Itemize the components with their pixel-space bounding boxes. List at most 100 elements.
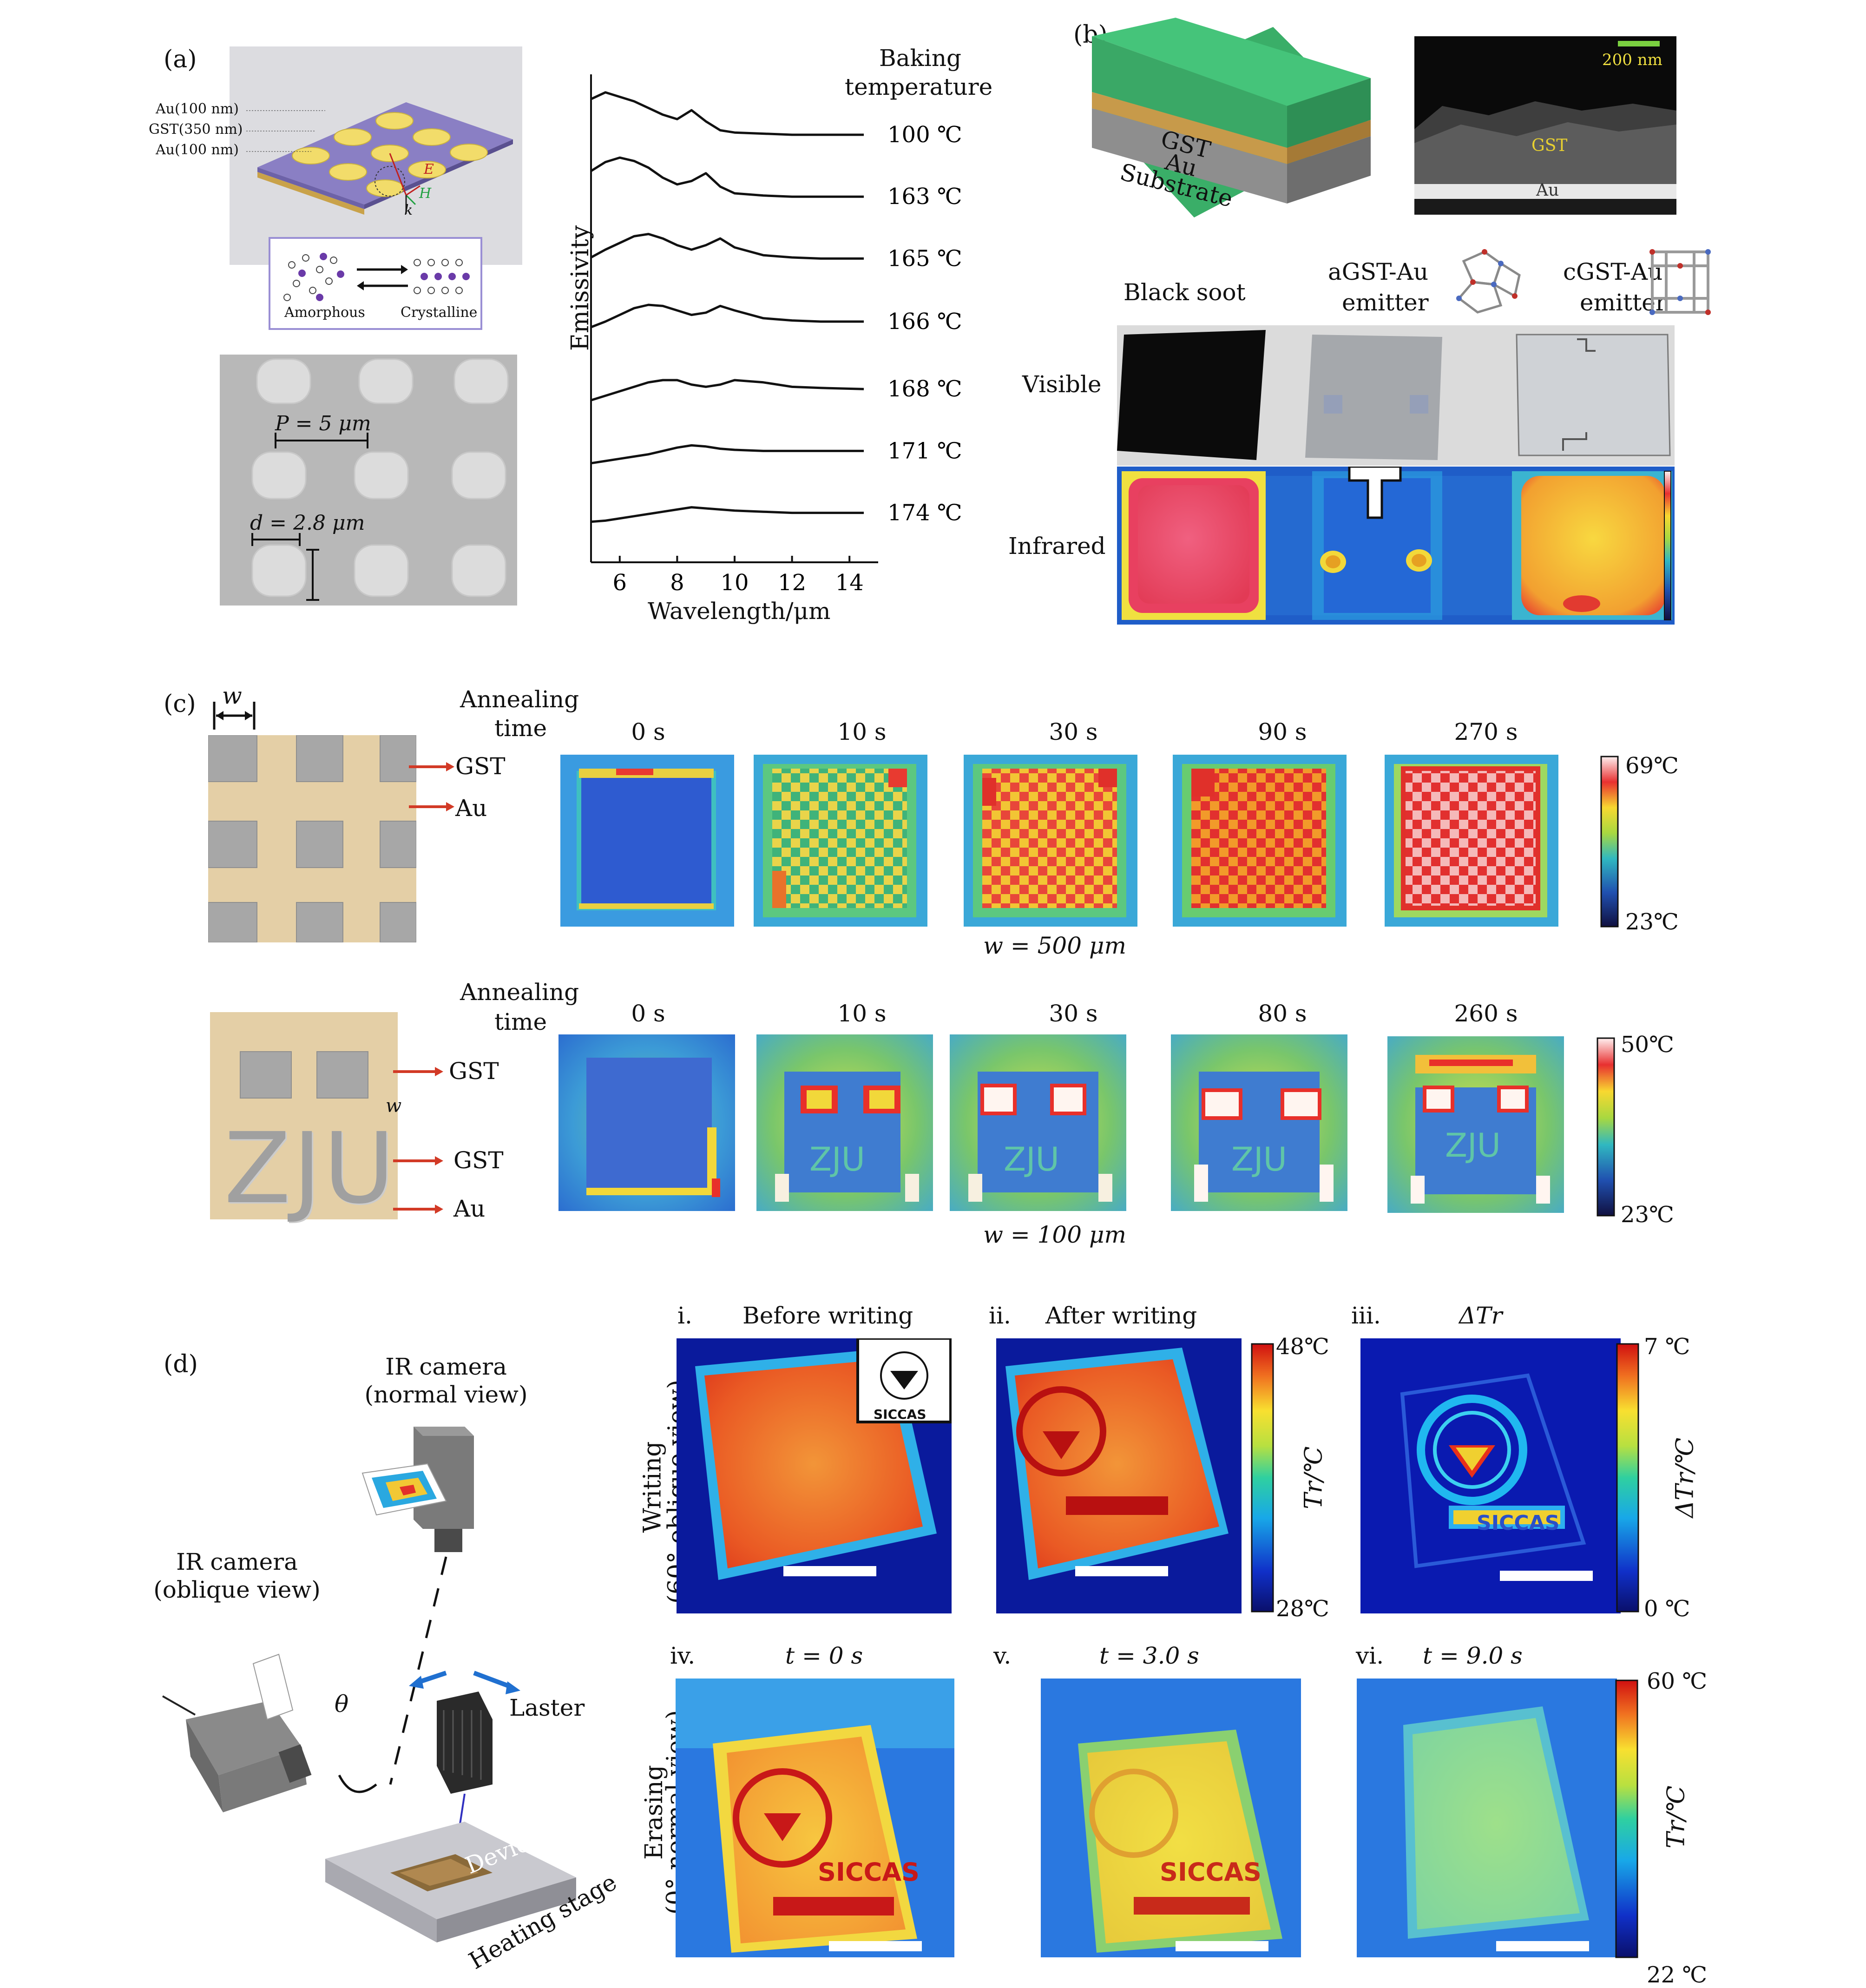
thermal-r1-90s bbox=[1173, 755, 1347, 927]
visible-photo bbox=[1117, 325, 1675, 466]
colorbar-row2 bbox=[1597, 1037, 1615, 1217]
zju-thermal-text-30s: ZJU bbox=[1004, 1140, 1059, 1178]
time-label-r2-1: 10 s bbox=[837, 1000, 887, 1027]
grid-pattern-schematic bbox=[208, 735, 416, 942]
cam-normal-line2: (normal view) bbox=[364, 1381, 528, 1408]
experimental-setup-render bbox=[162, 1427, 576, 1942]
emissivity-curve bbox=[591, 303, 864, 329]
title-iv-text: t = 0 s bbox=[785, 1642, 863, 1669]
curve-label: 163 ℃ bbox=[887, 184, 962, 210]
colorbar-d2 bbox=[1616, 1343, 1639, 1613]
zju-thermal-text-10s: ZJU bbox=[809, 1140, 865, 1178]
thermal-r2-30s bbox=[950, 1034, 1126, 1211]
metasurface-structure-render bbox=[230, 46, 522, 265]
col-label-cgst: cGST-Au bbox=[1563, 258, 1663, 285]
colorbar-d3-max: 60 ℃ bbox=[1647, 1668, 1708, 1694]
annealing-label-row1-line2: time bbox=[494, 715, 547, 742]
colorbar-d3-label: Tr/℃ bbox=[1662, 1785, 1690, 1849]
curve-label: 166 ℃ bbox=[887, 309, 962, 335]
material-label-au-row1: Au bbox=[455, 795, 487, 822]
time-label-r1-0: 0 s bbox=[631, 718, 665, 745]
emissivity-curve bbox=[590, 233, 864, 260]
zju-logo-text: ZJU bbox=[224, 1112, 397, 1225]
title-ii-text: After writing bbox=[1045, 1302, 1197, 1329]
caption-row2: w = 100 μm bbox=[983, 1221, 1126, 1248]
colorbar-row1-max: 69℃ bbox=[1625, 753, 1679, 779]
layer-label-leaders bbox=[246, 110, 325, 152]
title-v-text: t = 3.0 s bbox=[1099, 1642, 1199, 1669]
cam-oblique-line1: IR camera bbox=[176, 1548, 298, 1575]
thermal-r1-10s bbox=[754, 755, 927, 927]
ir-erase-t0 bbox=[676, 1679, 954, 1957]
colorbar-row2-min: 23℃ bbox=[1621, 1202, 1674, 1228]
annealing-label-row2-line2: time bbox=[494, 1008, 547, 1035]
time-label-r2-3: 80 s bbox=[1258, 1000, 1307, 1027]
time-label-r1-4: 270 s bbox=[1454, 718, 1518, 745]
layer-label-top-au: Au(100 nm) bbox=[156, 101, 239, 117]
theta-label: θ bbox=[335, 1691, 349, 1718]
emissivity-curve bbox=[591, 444, 864, 465]
sem-au-label: Au bbox=[1536, 181, 1559, 200]
colorbar-row1-min: 23℃ bbox=[1625, 909, 1679, 935]
colorbar-row1 bbox=[1600, 756, 1619, 928]
ir-erase-t3 bbox=[1041, 1679, 1301, 1957]
zju-thermal-text-260s: ZJU bbox=[1445, 1126, 1501, 1165]
panel-d-letter: (d) bbox=[164, 1350, 198, 1378]
zju-pattern-schematic bbox=[210, 1012, 398, 1219]
cam-normal-line1: IR camera bbox=[385, 1353, 507, 1380]
thermal-r1-30s bbox=[964, 755, 1137, 927]
title-vi-num: vi. bbox=[1356, 1642, 1384, 1669]
field-label-k: k bbox=[404, 202, 413, 218]
amorphous-label: Amorphous bbox=[284, 304, 365, 321]
x-tick-label: 6 bbox=[613, 570, 627, 596]
emissivity-curve bbox=[591, 379, 864, 402]
x-tick-label: 12 bbox=[778, 570, 806, 596]
colorbar-d1-max: 48℃ bbox=[1276, 1334, 1329, 1360]
layer-label-bottom-au: Au(100 nm) bbox=[156, 142, 239, 158]
title-i-num: i. bbox=[677, 1302, 692, 1329]
chart-xlabel: Wavelength/μm bbox=[648, 598, 831, 625]
time-label-r2-4: 260 s bbox=[1454, 1000, 1518, 1027]
row-label-writing: Writing bbox=[638, 1441, 667, 1533]
ir-delta-tr bbox=[1360, 1338, 1621, 1613]
col-label-black-soot: Black soot bbox=[1124, 279, 1246, 306]
colorbar-d2-min: 0 ℃ bbox=[1644, 1596, 1690, 1622]
material-label-au-row2: Au bbox=[453, 1195, 486, 1222]
thermal-r1-0s bbox=[560, 755, 734, 927]
chart-ylabel: Emissivity bbox=[566, 225, 595, 351]
layer-label-gst: GST(350 nm) bbox=[149, 121, 243, 138]
x-tick-label: 8 bbox=[670, 570, 684, 596]
material-label-gst-row1: GST bbox=[455, 753, 506, 780]
width-symbol-top: w bbox=[222, 682, 242, 709]
col-label-agst: aGST-Au bbox=[1328, 258, 1429, 285]
colorbar-d3 bbox=[1615, 1679, 1638, 1958]
title-iii-text: ΔTr bbox=[1459, 1302, 1503, 1329]
width-symbol-row2: w bbox=[386, 1095, 402, 1117]
title-iii-num: iii. bbox=[1351, 1302, 1381, 1329]
emissivity-chart: 6 8 10 12 14 100 ℃ 163 ℃ 165 ℃ 166 ℃ 168 ℃ 171 ℃ 17… bbox=[590, 74, 962, 596]
emissivity-curve bbox=[591, 506, 864, 523]
emissivity-curve bbox=[590, 156, 864, 198]
time-label-r1-3: 90 s bbox=[1258, 718, 1307, 745]
zju-thermal-text-80s: ZJU bbox=[1231, 1140, 1287, 1178]
x-tick-label: 14 bbox=[835, 570, 864, 596]
colorbar-row2-max: 50℃ bbox=[1621, 1032, 1674, 1058]
phase-change-inset bbox=[269, 237, 482, 330]
layer-stack-render bbox=[1092, 18, 1371, 217]
thermal-r2-80s bbox=[1171, 1034, 1347, 1211]
inset-logo-text: SICCAS bbox=[874, 1407, 926, 1422]
colorbar-d1-label: Tr/℃ bbox=[1300, 1446, 1328, 1509]
ir-before-writing bbox=[677, 1338, 952, 1613]
material-label-gst-row2b: GST bbox=[453, 1147, 504, 1174]
thermal-r2-0s bbox=[558, 1034, 735, 1211]
chart-header-line2: temperature bbox=[845, 73, 993, 100]
sem-period-label: P = 5 μm bbox=[275, 412, 371, 435]
field-label-e: E bbox=[424, 161, 434, 178]
time-label-r2-0: 0 s bbox=[631, 1000, 665, 1027]
sem-disc-array bbox=[220, 355, 517, 606]
thermal-r2-10s bbox=[756, 1034, 933, 1211]
colorbar-d1-min: 28℃ bbox=[1276, 1596, 1329, 1622]
amorphous-network-icon bbox=[1456, 249, 1521, 314]
curve-label: 174 ℃ bbox=[887, 500, 962, 526]
row-label-visible: Visible bbox=[1022, 371, 1102, 398]
